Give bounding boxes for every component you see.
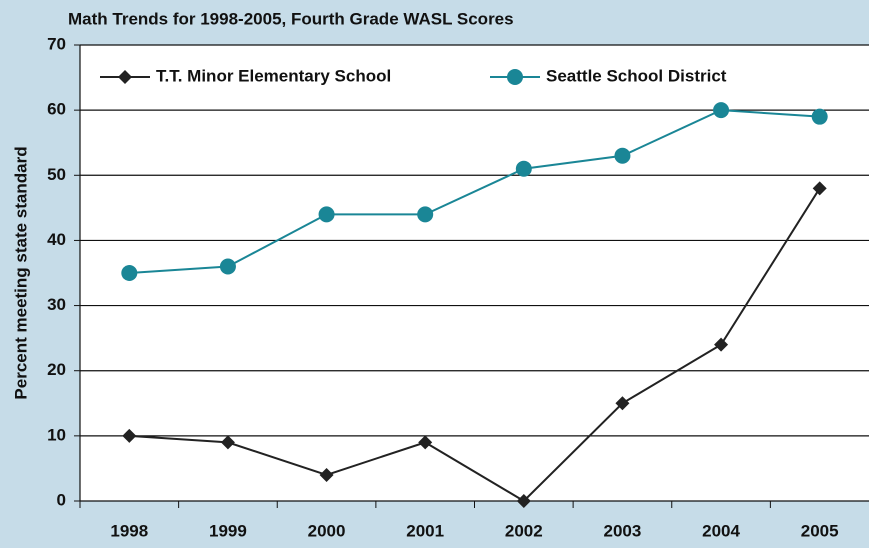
data-point	[121, 265, 138, 281]
data-point	[319, 467, 334, 482]
data-point	[220, 435, 235, 450]
data-point	[418, 435, 433, 450]
plot-area	[80, 45, 869, 501]
x-tick-label: 1999	[209, 521, 247, 540]
x-tick-label: 1998	[110, 521, 148, 540]
y-tick-label: 20	[47, 360, 66, 379]
x-tick-label: 2004	[702, 521, 740, 540]
y-tick-label: 50	[47, 165, 66, 184]
y-tick-label: 10	[47, 425, 66, 444]
series-line	[129, 187, 821, 503]
data-point	[614, 147, 631, 164]
data-point	[714, 337, 729, 352]
y-tick-label: 60	[47, 100, 66, 119]
legend-marker	[507, 69, 523, 85]
legend-label: T.T. Minor Elementary School	[156, 66, 391, 85]
series-line	[129, 109, 820, 274]
data-point	[812, 181, 827, 196]
data-point	[219, 258, 236, 275]
data-point	[811, 108, 828, 125]
y-tick-label: 70	[47, 34, 66, 53]
data-point	[122, 428, 137, 443]
x-tick-label: 2001	[406, 521, 444, 540]
y-tick-label: 40	[47, 230, 66, 249]
y-tick-label: 0	[57, 490, 66, 509]
data-point	[318, 206, 335, 223]
legend-label: Seattle School District	[546, 66, 727, 85]
x-tick-label: 2003	[604, 521, 642, 540]
data-point	[417, 206, 434, 223]
data-point	[515, 160, 532, 177]
data-point	[713, 102, 730, 119]
data-point	[516, 494, 531, 508]
x-tick-label: 2002	[505, 521, 543, 540]
data-point	[615, 396, 630, 411]
x-tick-label: 2000	[308, 521, 346, 540]
y-tick-label: 30	[47, 295, 66, 314]
chart-title: Math Trends for 1998-2005, Fourth Grade …	[68, 9, 514, 28]
y-axis-label: Percent meeting state standard	[11, 146, 30, 399]
x-tick-label: 2005	[801, 521, 839, 540]
legend-marker	[118, 70, 132, 84]
